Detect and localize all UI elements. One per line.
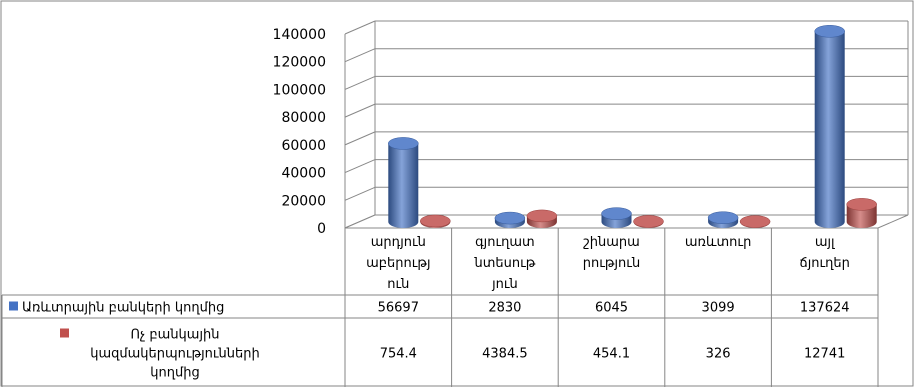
category-label: շինարա bbox=[583, 235, 640, 250]
legend-label: կողմից bbox=[150, 366, 199, 381]
bar-series1-top bbox=[601, 207, 632, 220]
category-label: յուն bbox=[491, 277, 518, 292]
legend-label: Առևտրային բանկերի կողմից bbox=[22, 301, 224, 316]
bar-series2-top bbox=[526, 209, 558, 223]
bar-series2-top bbox=[739, 215, 771, 228]
side-gridline bbox=[344, 75, 376, 90]
legend-label: կազմակերպությունների bbox=[90, 347, 260, 362]
data-cell: 2830 bbox=[488, 301, 521, 316]
data-cell: 754.4 bbox=[380, 347, 417, 362]
bar-series2-top bbox=[846, 198, 877, 211]
bar-series2-top bbox=[633, 215, 664, 228]
data-cell: 4384.5 bbox=[482, 347, 528, 362]
side-gridline bbox=[344, 20, 376, 35]
side-gridline bbox=[344, 159, 376, 174]
category-label: գյուղատ bbox=[475, 235, 535, 250]
bar-series1-body bbox=[814, 31, 845, 229]
bar-series1-body bbox=[388, 143, 419, 228]
category-label: ուն bbox=[387, 277, 409, 292]
legend-swatch-series2 bbox=[60, 328, 69, 338]
category-label: արդյուն bbox=[371, 235, 426, 250]
data-cell: 56697 bbox=[378, 301, 419, 316]
data-cell: 6045 bbox=[595, 301, 628, 316]
y-tick-label: 120000 bbox=[273, 55, 326, 71]
data-cell: 3099 bbox=[702, 301, 735, 316]
data-cell: 12741 bbox=[804, 347, 845, 362]
legend-label: Ոչ բանկային bbox=[131, 328, 220, 343]
side-gridline bbox=[344, 48, 376, 63]
y-tick-label: 40000 bbox=[281, 166, 326, 182]
bar-series1-top bbox=[814, 25, 845, 38]
side-gridline bbox=[344, 103, 376, 118]
bar-series1-top bbox=[494, 211, 526, 225]
category-label: այլ bbox=[815, 235, 835, 250]
bar-series2-body bbox=[846, 204, 877, 228]
data-cell: 326 bbox=[706, 347, 731, 362]
y-tick-label: 80000 bbox=[281, 110, 326, 126]
bar-series1-top bbox=[388, 137, 419, 150]
y-tick-label: 100000 bbox=[273, 82, 326, 98]
y-tick-label: 0 bbox=[317, 221, 326, 237]
y-tick-label: 60000 bbox=[281, 138, 326, 154]
data-cell: 137624 bbox=[800, 301, 850, 316]
bar-series1-top bbox=[707, 211, 739, 224]
legend-swatch-series1 bbox=[9, 301, 18, 311]
category-label: ճյուղեր bbox=[800, 256, 850, 271]
bar-series2-top bbox=[420, 214, 451, 228]
side-gridline bbox=[344, 131, 376, 146]
category-label: առևտուր bbox=[685, 235, 751, 250]
side-gridline bbox=[344, 186, 376, 201]
data-cell: 454.1 bbox=[593, 347, 630, 362]
category-label: րություն bbox=[583, 256, 640, 271]
y-tick-label: 140000 bbox=[273, 27, 326, 43]
category-label: նտեսութ bbox=[473, 256, 535, 271]
category-label: աբերությ bbox=[366, 256, 430, 271]
y-tick-label: 20000 bbox=[281, 193, 326, 209]
